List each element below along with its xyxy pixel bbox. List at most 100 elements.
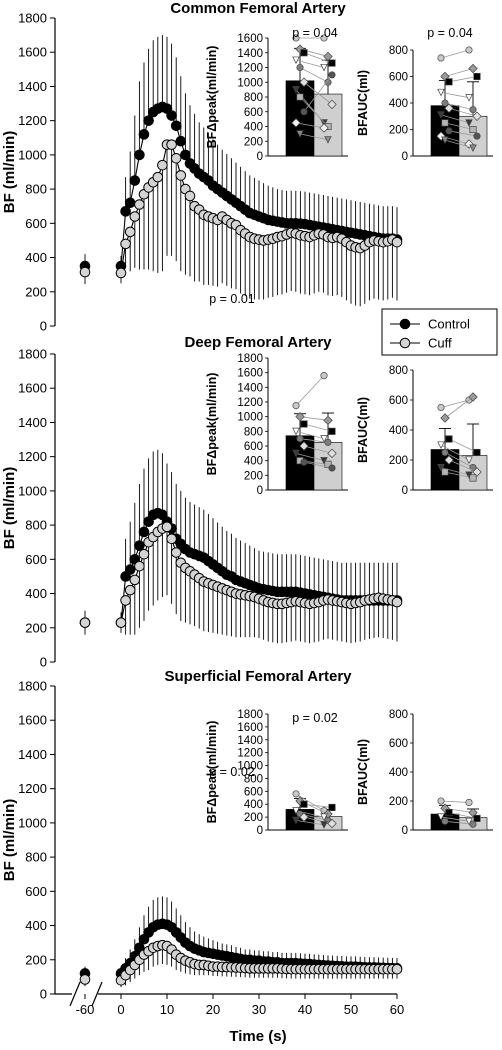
x-axis: -60 0 10 20 30 40 50 60 Time (s) <box>55 981 404 1045</box>
inset-label: BFAUC(ml) <box>356 739 370 805</box>
individual-point <box>292 86 300 94</box>
data-point <box>134 199 145 210</box>
individual-point <box>469 820 477 828</box>
y-tick-label: 1200 <box>18 449 47 464</box>
inset-label: BFΔpeak(ml/min) <box>205 373 219 476</box>
inset-p-value: p = 0.02 <box>292 711 338 725</box>
individual-point <box>300 108 308 116</box>
paired-line <box>299 133 329 141</box>
inset-y-tick-label: 600 <box>389 395 408 407</box>
data-point <box>124 564 136 575</box>
panel-1: Common Femoral Artery 0 200 400 600 800 1000 12… <box>1 0 493 334</box>
x-tick-label: 60 <box>390 1002 404 1017</box>
paired-line <box>448 459 478 473</box>
data-point <box>170 153 182 164</box>
individual-point <box>323 51 333 62</box>
data-point <box>157 159 168 171</box>
paired-line <box>303 461 333 469</box>
paired-line <box>295 375 325 406</box>
y-tick-label: 1000 <box>18 483 47 498</box>
inset-y-tick-label: 800 <box>244 92 263 104</box>
individual-point <box>299 441 309 451</box>
individual-point <box>292 790 300 798</box>
individual-point <box>324 136 332 144</box>
y-tick-label: 1200 <box>18 113 47 128</box>
inset-y-tick-label: 1200 <box>237 397 263 409</box>
data-point <box>120 595 131 606</box>
paired-line <box>295 452 325 462</box>
data-point <box>120 206 131 217</box>
paired-line <box>448 812 478 819</box>
paired-line <box>448 438 478 453</box>
individual-point <box>465 46 473 54</box>
individual-point <box>440 413 450 423</box>
panel-title: Common Femoral Artery <box>170 0 346 17</box>
inset-y-tick-label: 1200 <box>237 63 263 75</box>
y-tick-label: 1800 <box>18 11 47 26</box>
individual-point <box>296 130 304 138</box>
individual-point <box>437 813 445 821</box>
x-tick-label: 0 <box>117 1002 124 1017</box>
individual-point <box>328 59 336 67</box>
paired-line <box>303 52 333 64</box>
individual-point <box>320 813 328 822</box>
data-point <box>115 267 127 279</box>
individual-point <box>292 56 300 65</box>
inset-y-tick-label: 1000 <box>237 77 263 89</box>
paired-line <box>440 92 470 99</box>
data-point <box>134 540 145 551</box>
inset-y-tick-label: 400 <box>244 456 263 468</box>
y-tick-label: 800 <box>25 182 47 197</box>
paired-line <box>299 416 329 421</box>
inset-y-tick-label: 1600 <box>237 33 263 45</box>
paired-line <box>303 816 333 824</box>
inset-p-value: p = 0.04 <box>427 26 473 40</box>
y-tick-label: 400 <box>25 918 47 933</box>
paired-line <box>440 444 470 461</box>
individual-point <box>473 814 481 822</box>
paired-line <box>444 807 474 813</box>
y-tick-label: 1600 <box>18 381 47 396</box>
y-tick-label: 800 <box>25 518 47 533</box>
paired-line <box>440 800 470 803</box>
individual-point <box>465 94 473 102</box>
inset-y-tick-label: 400 <box>244 799 263 811</box>
y-axis-label: BF (ml/min) <box>1 131 18 214</box>
x-tick-label: 50 <box>344 1002 358 1017</box>
individual-point <box>468 807 478 818</box>
y-tick-label: 0 <box>40 319 47 334</box>
individual-point <box>441 468 449 476</box>
individual-point <box>320 435 328 443</box>
axis-break <box>91 981 103 1007</box>
individual-point <box>300 800 308 808</box>
paired-line <box>444 139 474 149</box>
p-value-annotation: p = 0.02 <box>209 765 255 779</box>
individual-point <box>292 34 300 42</box>
paired-line <box>444 102 474 111</box>
paired-line <box>448 107 478 117</box>
inset-y-tick-label: 400 <box>389 98 408 110</box>
paired-line <box>440 114 470 124</box>
y-tick-label: 400 <box>25 250 47 265</box>
individual-point <box>441 448 449 457</box>
x-tick-label: -60 <box>76 1002 95 1017</box>
inset-y-tick-label: 600 <box>244 107 263 119</box>
inset-y-tick-label: 0 <box>257 485 263 497</box>
individual-point <box>469 144 477 153</box>
y-tick-label: 400 <box>25 586 47 601</box>
individual-point <box>319 123 329 133</box>
inset-y-tick-label: 800 <box>389 365 408 377</box>
individual-point <box>441 817 449 825</box>
inset-y-tick-label: 200 <box>244 470 263 482</box>
inset-y-tick-label: 0 <box>257 151 263 163</box>
legend-label-cuff: Cuff <box>428 336 452 351</box>
individual-point <box>320 372 328 380</box>
paired-line <box>299 96 329 127</box>
individual-point <box>296 63 304 72</box>
inset-y-tick-label: 400 <box>389 767 408 779</box>
individual-point <box>437 111 445 119</box>
data-point <box>391 596 403 608</box>
y-tick-label: 1600 <box>18 713 47 728</box>
legend-marker <box>399 318 411 330</box>
x-axis-label: Time (s) <box>229 1028 286 1045</box>
